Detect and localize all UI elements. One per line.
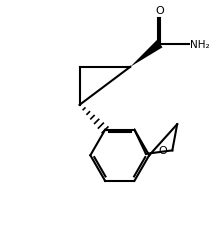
Text: O: O xyxy=(158,146,167,156)
Text: NH₂: NH₂ xyxy=(190,39,210,49)
Text: O: O xyxy=(155,6,164,16)
Polygon shape xyxy=(130,41,163,67)
